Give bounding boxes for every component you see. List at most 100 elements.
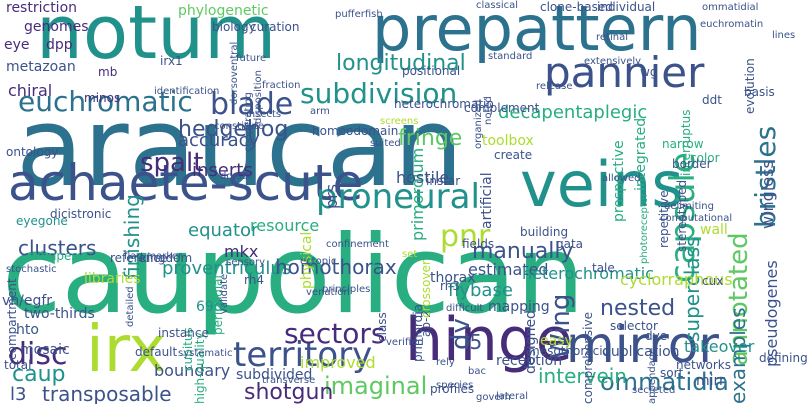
word-prepattern: prepattern [372,0,702,65]
word-ommatidial: ommatidial [702,2,759,13]
word-border: border [672,157,712,171]
word-finishing: finishing [120,194,144,279]
word-sectors: sectors [284,317,386,350]
word-gata: gata [556,237,584,251]
word-compartment: compartment [5,278,19,360]
word-biology: biology [212,20,256,34]
word-pufferfish: pufferfish [335,9,383,20]
word-screens: screens [380,116,419,127]
word-nested: nested [600,296,676,321]
word-mosaic: mosaic [20,342,70,358]
word-transverse: transverse [262,375,316,386]
word-fraction: fraction [262,80,301,91]
word-dpp: dpp [46,37,73,53]
word-clusters: clusters [18,236,97,260]
word-delimiting: delimiting [664,201,714,212]
word-bac: bac [468,366,486,377]
word-high-quality: high-quality [193,332,207,404]
word-tale: tale [592,261,615,275]
word-prs: prs [322,183,341,209]
word-computational: computational [660,213,733,224]
word-caup: caup [12,362,66,387]
word-boundary: boundary [154,361,231,380]
word-extensively: extensively [584,56,642,67]
word-detailed: detailed [125,286,136,327]
word-secreted: secreted [632,385,676,396]
word-wg: wg [640,65,658,79]
word-color: color [690,151,720,165]
word-venation: venation [306,287,350,298]
word-homeodomain: homeodomain [312,124,399,138]
word-caupolican: caupolican [2,213,585,338]
word-insects: insects [246,109,282,120]
word-difficult: difficult [446,303,484,314]
word-species: species [436,380,474,391]
word-inserts: inserts [192,160,253,181]
word-thorax: thorax [430,270,476,286]
word-genomes: genomes [24,19,89,35]
word-total: total [4,358,32,372]
word-euchromatin: euchromatin [700,19,764,30]
word-wall: wall [700,222,728,238]
word-euchromatic: euchromatic [18,85,193,118]
word-estimated: estimated [468,260,549,279]
word-eyegone: eyegone [16,214,68,228]
word-identification: identification [154,86,220,97]
word-proventriculus: proventriculus [162,258,292,279]
word-retinal: retinal [596,32,628,43]
word-araucan: araucan [16,83,464,211]
word-superclass: superclass [680,236,704,342]
word-spalt: spalt [140,148,204,178]
word-veins: veins [520,148,684,221]
word-cux: cux [702,274,724,288]
word-eye: eye [4,37,30,53]
word-hedgehog: hedgehog [178,117,289,142]
word-dve: dve [645,329,668,343]
word-decapentaplegic: decapentaplegic [498,102,648,123]
word-basis: basis [744,85,775,99]
word-vn-egfr: vn/egfr [2,293,53,309]
word-cooperating: cooperating [243,92,254,152]
word-subdivision: subdivision [300,77,458,110]
word-artificial: artificial [479,172,495,229]
word-future: future [236,53,267,64]
word-homothorax: homothorax [275,255,397,279]
word-default: default [135,345,178,359]
word-69d: 69d [196,299,223,315]
word-stochastic: stochastic [6,264,57,275]
word-cyclorraphous: cyclorraphous [620,270,733,289]
word-disc: disc [8,337,68,372]
word-selector: selector [610,319,658,333]
word-mesothoracic: mesothoracic [528,344,610,358]
word-mapping: mapping [488,299,550,315]
word-metazoan: metazoan [6,59,76,75]
word-l3: l3 [10,384,27,404]
word-rh4: rh4 [244,273,264,287]
word-positional: positional [402,64,461,78]
word-create: create [494,148,533,162]
word-shotgun: shotgun [244,380,334,404]
word-allowed: allowed [602,173,641,184]
word-defining: defining [759,351,808,365]
word-clone-based: clone-based [540,0,613,14]
word-sort: sort [660,366,684,380]
word-minos: minos [84,91,121,105]
word-chiral: chiral [8,81,53,100]
word-longitudinal: longitudinal [336,51,466,76]
word-dorsoventral: dorsoventral [229,41,240,105]
word-intervein: intervein [538,364,627,388]
word-two-thirds: two-thirds [24,306,95,322]
word-restriction: restriction [6,0,78,16]
word-suited: suited [370,138,401,149]
word-ommatidia: ommatidia [600,368,729,396]
word-rubripes: rubripes [28,249,78,263]
word-appendage: appendage [647,347,658,404]
word-reference: reference [110,251,168,265]
word-rh3: rh3 [440,279,460,293]
word-equator: equator [188,220,259,241]
word-systematic: systematic [178,348,233,359]
word-wingless: wingless [758,160,777,229]
word-comprehensive: comprehensive [581,312,595,404]
word-crossover: crossover [419,260,433,318]
